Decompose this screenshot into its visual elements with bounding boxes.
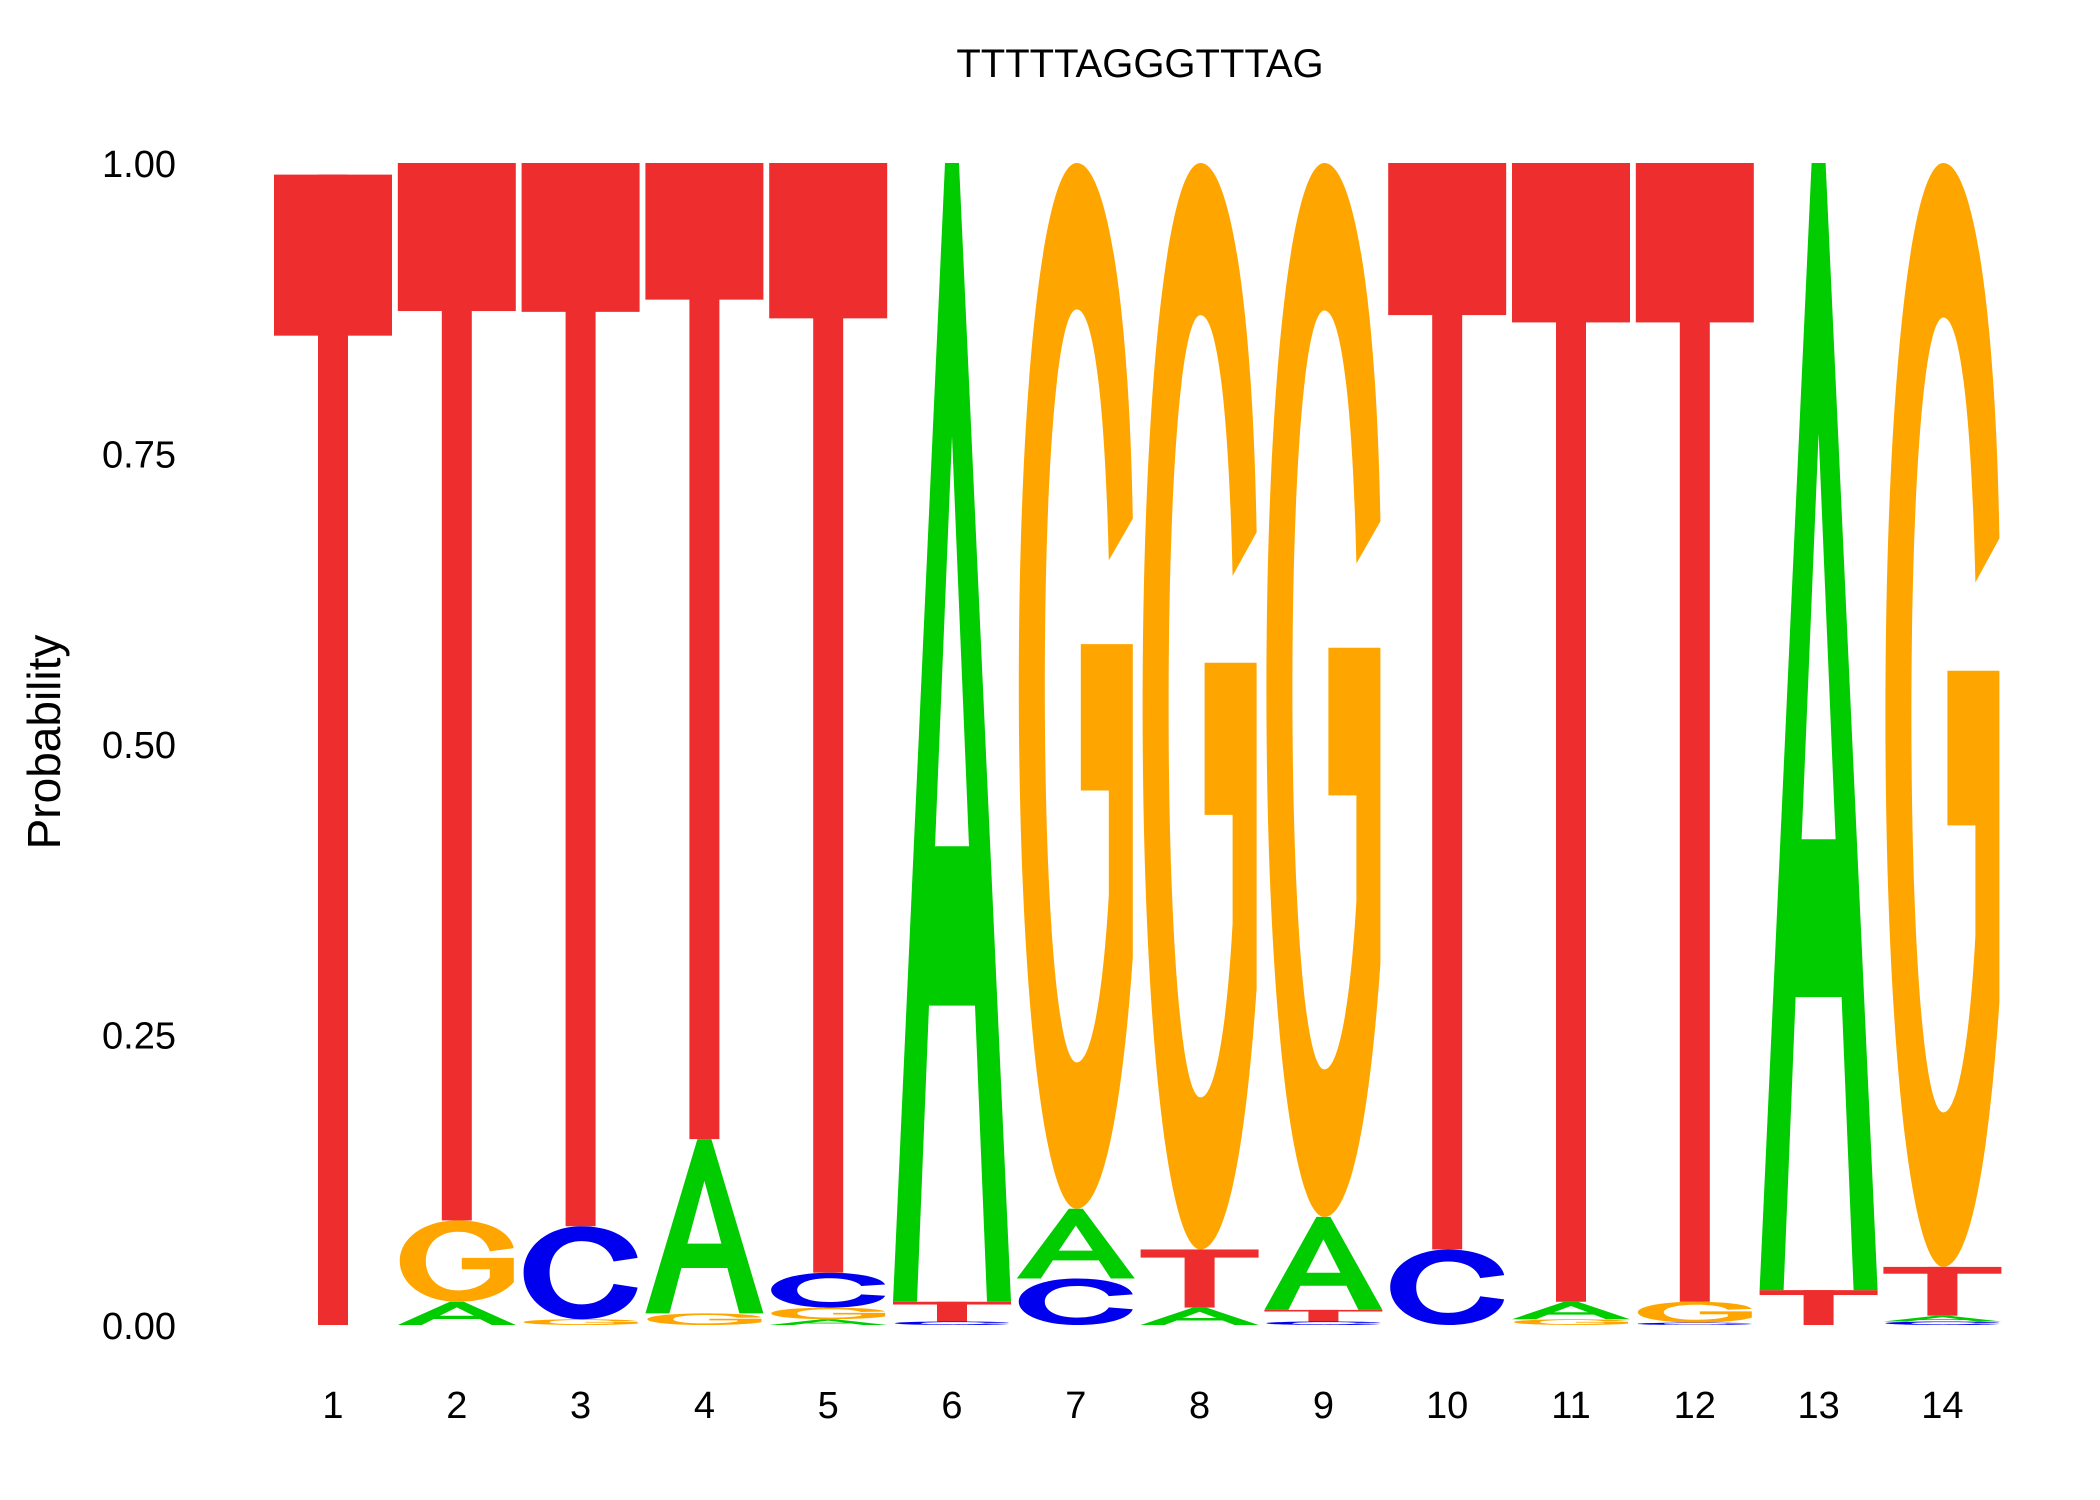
logo-letter-C-pos-5 <box>771 1272 886 1308</box>
logo-letter-C-pos-9 <box>1266 1321 1381 1325</box>
y-tick-label: 0.50 <box>102 725 176 767</box>
x-tick-label: 7 <box>1065 1385 1086 1427</box>
logo-letter-T-pos-11 <box>1512 163 1630 1302</box>
logo-letter-G-pos-8 <box>1142 163 1257 1250</box>
logo-letter-A-pos-7 <box>1016 1208 1135 1279</box>
logo-letter-G-pos-11 <box>1514 1319 1628 1325</box>
logo-letter-A-pos-2 <box>397 1301 516 1325</box>
x-tick-label: 8 <box>1189 1385 1210 1427</box>
y-axis-ticks: 0.00 0.25 0.50 0.75 1.00 <box>102 144 176 1348</box>
y-tick-label: 0.75 <box>102 435 176 477</box>
x-tick-label: 14 <box>1921 1385 1963 1427</box>
logo-letter-G-pos-12 <box>1637 1301 1752 1323</box>
logo-stacks <box>274 163 2002 1325</box>
logo-letter-T-pos-2 <box>397 163 516 1221</box>
y-tick-label: 1.00 <box>102 144 176 186</box>
logo-letter-C-pos-6 <box>895 1321 1009 1325</box>
x-tick-label: 12 <box>1674 1385 1716 1427</box>
logo-letter-C-pos-3 <box>523 1226 638 1320</box>
y-tick-label: 0.00 <box>102 1306 176 1348</box>
logo-letter-A-pos-13 <box>1759 163 1878 1291</box>
x-tick-label: 4 <box>694 1385 715 1427</box>
logo-letter-G-pos-14 <box>1885 163 2000 1267</box>
logo-letter-A-pos-5 <box>769 1319 888 1325</box>
x-tick-label: 3 <box>570 1385 591 1427</box>
x-tick-label: 2 <box>446 1385 467 1427</box>
logo-letter-T-pos-6 <box>893 1301 1011 1322</box>
logo-letter-G-pos-5 <box>771 1307 886 1320</box>
logo-letter-T-pos-9 <box>1264 1309 1383 1322</box>
logo-letter-C-pos-12 <box>1637 1322 1752 1325</box>
x-tick-label: 5 <box>818 1385 839 1427</box>
x-tick-label: 10 <box>1426 1385 1468 1427</box>
logo-letter-T-pos-3 <box>521 163 640 1227</box>
logo-letter-A-pos-11 <box>1512 1301 1630 1320</box>
logo-letter-A-pos-8 <box>1140 1307 1259 1325</box>
x-tick-label: 13 <box>1797 1385 1839 1427</box>
logo-letter-T-pos-1 <box>274 174 392 1325</box>
logo-letter-C-pos-10 <box>1390 1249 1505 1325</box>
logo-letter-T-pos-4 <box>645 163 764 1140</box>
x-tick-label: 11 <box>1551 1385 1590 1427</box>
logo-letter-G-pos-7 <box>1018 163 1133 1209</box>
logo-letter-T-pos-8 <box>1140 1249 1259 1308</box>
logo-letter-T-pos-13 <box>1759 1290 1878 1325</box>
x-tick-label: 1 <box>322 1385 343 1427</box>
x-axis-ticks: 1 2 3 4 5 6 7 8 9 10 11 12 13 14 <box>322 1385 1963 1427</box>
logo-letter-C-pos-7 <box>1018 1278 1133 1325</box>
y-tick-label: 0.25 <box>102 1016 176 1058</box>
logo-letter-G-pos-4 <box>647 1313 762 1325</box>
logo-letter-A-pos-4 <box>645 1139 764 1314</box>
logo-letter-T-pos-10 <box>1388 163 1507 1250</box>
y-axis-label: Probability <box>18 635 70 850</box>
x-tick-label: 9 <box>1313 1385 1334 1427</box>
x-tick-label: 6 <box>941 1385 962 1427</box>
logo-letter-G-pos-9 <box>1266 163 1381 1217</box>
logo-letter-A-pos-6 <box>893 163 1011 1302</box>
logo-letter-A-pos-9 <box>1264 1216 1383 1310</box>
logo-letter-G-pos-3 <box>523 1319 638 1325</box>
logo-letter-C-pos-14 <box>1885 1321 2000 1325</box>
chart-title: TTTTTAGGGTTTAG <box>956 42 1323 86</box>
logo-letter-G-pos-2 <box>399 1220 514 1302</box>
logo-letter-A-pos-14 <box>1883 1315 2002 1322</box>
logo-letter-T-pos-5 <box>769 163 888 1273</box>
logo-letter-T-pos-14 <box>1883 1266 2002 1316</box>
logo-letter-T-pos-12 <box>1635 163 1754 1302</box>
